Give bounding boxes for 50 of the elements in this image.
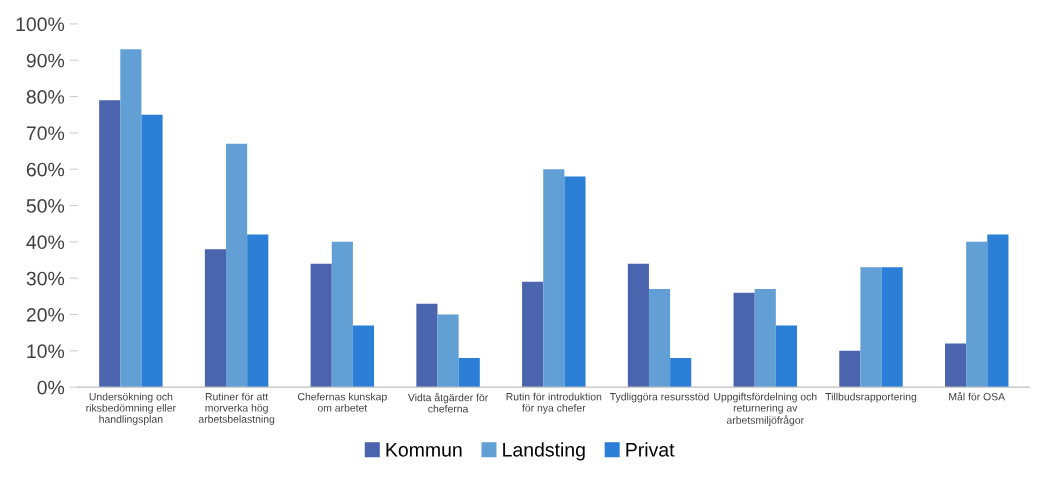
bar xyxy=(331,241,353,388)
y-tick-label: 90% xyxy=(26,53,65,68)
x-tick-label: Mål för OSA xyxy=(949,391,1006,401)
bar xyxy=(627,263,649,388)
bar xyxy=(733,292,755,388)
y-tick-label: 30% xyxy=(26,271,65,286)
bar xyxy=(564,176,586,388)
bar xyxy=(860,267,882,388)
y-tick-label: 50% xyxy=(26,199,65,213)
bar xyxy=(416,303,438,388)
y-tick-label: 40% xyxy=(26,235,65,250)
x-tick-label: Chefernas kunskap om arbetet xyxy=(297,392,387,412)
x-tick-label: Rutin för introduktion för nya chefer xyxy=(506,392,602,414)
bar xyxy=(458,358,480,388)
bar xyxy=(648,289,671,388)
x-tick-label: Rutiner för att morverka hög arbetsbelastning xyxy=(198,392,275,425)
bar xyxy=(120,49,142,388)
bar xyxy=(204,249,227,388)
bar xyxy=(775,325,797,388)
y-tick-label: 60% xyxy=(26,162,65,177)
bar xyxy=(543,169,565,388)
bar xyxy=(966,241,988,388)
bar xyxy=(352,325,375,388)
legend-label: Kommun xyxy=(386,443,462,457)
bar xyxy=(99,100,121,388)
bar xyxy=(310,263,332,388)
legend-label: Privat xyxy=(626,442,675,457)
y-tick-label: 20% xyxy=(26,307,65,322)
bar xyxy=(226,143,248,388)
x-tick-label: Tydliggöra resursstöd xyxy=(609,392,709,403)
y-tick-label: 80% xyxy=(26,90,65,104)
legend-label: Landsting xyxy=(503,442,585,461)
x-tick-label: Uppgiftsfördelning och returnering av arbetsmiljöfrågor xyxy=(714,392,817,426)
x-tick-label: Vidta åtgärder för cheferna xyxy=(407,392,489,413)
bar xyxy=(670,358,692,388)
y-tick-label: 10% xyxy=(27,344,65,359)
y-tick-label: 0% xyxy=(37,380,65,395)
bar xyxy=(437,314,459,388)
x-tick-label: Undersökning och riksbedömning eller handlingsplan xyxy=(86,392,176,425)
bar xyxy=(987,234,1009,388)
y-tick-label: 100% xyxy=(16,17,65,32)
bar xyxy=(945,343,967,388)
bar xyxy=(839,350,861,388)
bar xyxy=(141,114,163,388)
bar xyxy=(881,267,903,388)
bar xyxy=(522,281,544,388)
x-tick-label: Tillbudsrapportering xyxy=(825,392,917,403)
bar xyxy=(754,289,776,388)
y-tick-label: 70% xyxy=(26,126,65,141)
bar xyxy=(247,234,269,388)
